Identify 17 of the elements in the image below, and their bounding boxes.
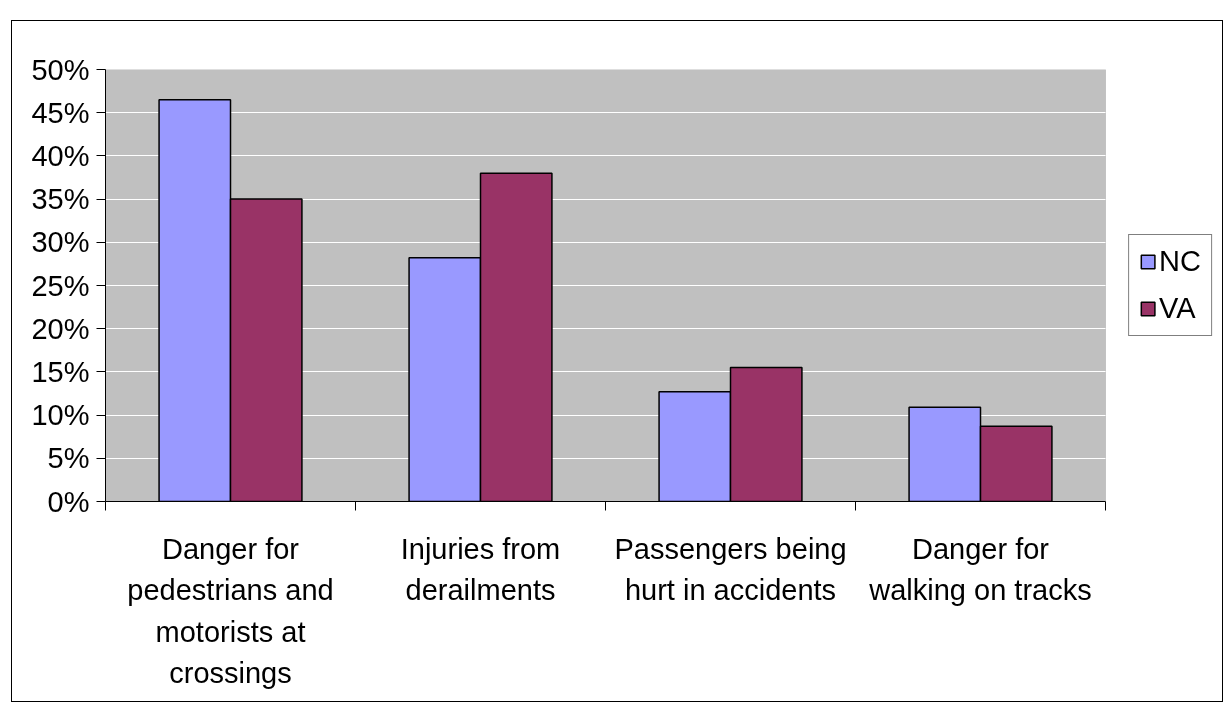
x-tick-label: Passengers being hurt in accidents	[614, 532, 847, 607]
y-tick-label: 30%	[31, 226, 90, 259]
y-tick-label: 5%	[47, 442, 90, 475]
y-tick-label: 40%	[31, 139, 90, 172]
legend-label: VA	[1159, 292, 1196, 325]
legend-label: NC	[1159, 245, 1201, 278]
y-tick-label: 50%	[31, 53, 90, 86]
y-tick-label: 35%	[31, 183, 90, 216]
y-tick-label: 20%	[31, 312, 90, 345]
y-tick-label: 15%	[31, 355, 90, 388]
y-tick-label: 45%	[31, 96, 90, 129]
y-tick-label: 10%	[31, 399, 90, 432]
x-tick-label: Danger for pedestrians and motorists at crossings	[127, 532, 334, 690]
y-tick-label: 25%	[31, 269, 90, 302]
x-tick-label: Injuries from derailments	[400, 532, 561, 607]
y-tick-label: 0%	[47, 485, 90, 518]
x-tick-label: Danger for walking on tracks	[868, 532, 1092, 607]
